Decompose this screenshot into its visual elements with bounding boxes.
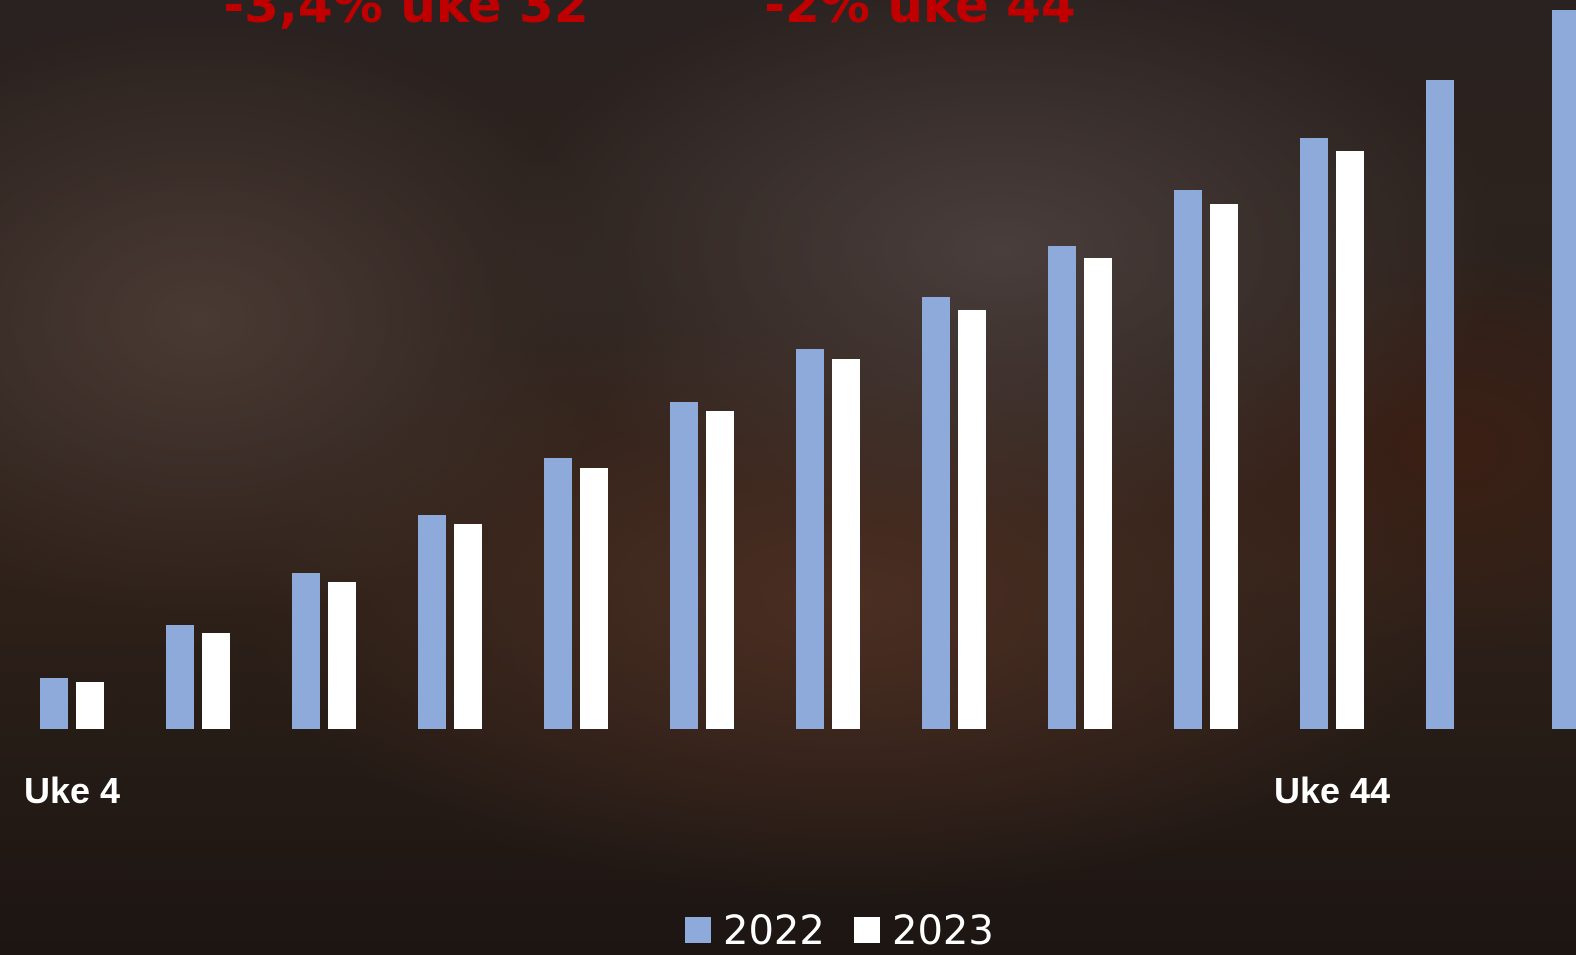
annotation: -3,4% uke 32 bbox=[223, 0, 588, 34]
bar bbox=[40, 678, 68, 729]
bar bbox=[328, 582, 356, 729]
legend-swatch bbox=[685, 917, 711, 943]
bar bbox=[580, 468, 608, 729]
bar bbox=[706, 411, 734, 729]
bar bbox=[202, 633, 230, 729]
bar bbox=[454, 524, 482, 729]
bar bbox=[1210, 204, 1238, 729]
legend-label: 2023 bbox=[892, 908, 994, 954]
annotation: -2% uke 44 bbox=[764, 0, 1075, 34]
bar bbox=[418, 515, 446, 729]
bar bbox=[1552, 10, 1576, 729]
bar bbox=[832, 359, 860, 729]
bar bbox=[292, 573, 320, 729]
x-tick-label: Uke 4 bbox=[23, 770, 121, 811]
legend-label: 2022 bbox=[723, 908, 825, 954]
bar bbox=[76, 682, 104, 729]
bar bbox=[544, 458, 572, 729]
bar bbox=[166, 625, 194, 729]
bar bbox=[1336, 151, 1364, 729]
bar bbox=[922, 297, 950, 729]
bar bbox=[1084, 258, 1112, 729]
legend-swatch bbox=[854, 917, 880, 943]
bar bbox=[670, 402, 698, 729]
bar bbox=[958, 310, 986, 729]
x-tick-label: Uke 44 bbox=[1273, 770, 1391, 811]
bar bbox=[1426, 80, 1454, 729]
bar bbox=[1300, 138, 1328, 729]
bar bbox=[1048, 246, 1076, 729]
bar bbox=[796, 349, 824, 729]
bar bbox=[1174, 190, 1202, 729]
